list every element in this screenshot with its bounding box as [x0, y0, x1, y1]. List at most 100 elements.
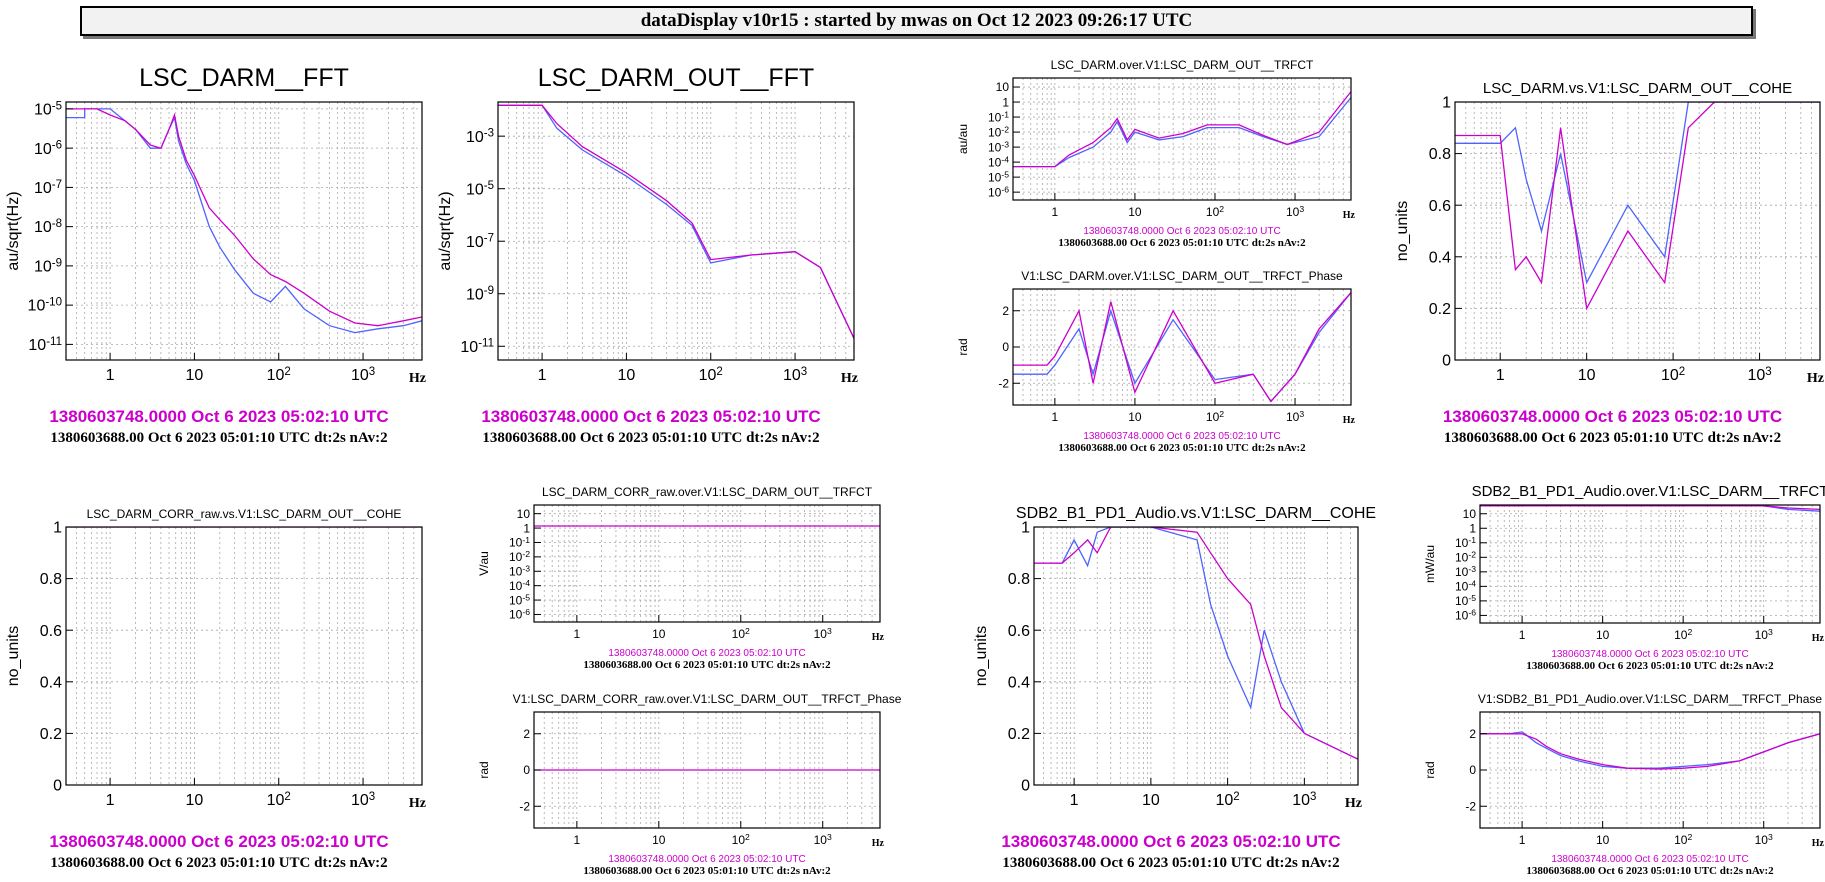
y-tick-label: 10-6: [509, 607, 530, 622]
y-tick-label: 10-2: [1455, 550, 1476, 565]
chart-timestamp: 1380603748.0000 Oct 6 2023 05:02:10 UTC: [1443, 407, 1782, 426]
x-tick-label: 1: [1052, 205, 1059, 219]
x-tick-label: 10: [652, 833, 666, 847]
plot-frame: [497, 101, 855, 361]
y-axis-label: au/au: [956, 124, 970, 154]
chart-title: V1:LSC_DARM_CORR_raw.over.V1:LSC_DARM_OU…: [513, 692, 902, 706]
chart-info: 1380603688.00 Oct 6 2023 05:01:10 UTC dt…: [1058, 442, 1306, 454]
x-tick-label: 1: [1519, 628, 1526, 642]
y-tick-label: 0: [1021, 778, 1030, 795]
x-tick-label: 103: [1292, 791, 1316, 809]
x-axis-label: Hz: [872, 632, 885, 643]
y-tick-label: 10-6: [988, 184, 1009, 199]
x-axis-label: Hz: [841, 371, 858, 386]
y-axis-label: no_units: [5, 626, 22, 687]
series-group: [1013, 292, 1351, 403]
y-tick-label: 10-5: [466, 180, 494, 198]
y-tick-label: -2: [998, 376, 1009, 390]
y-axis-label: rad: [956, 338, 970, 355]
grid-lines: [1033, 526, 1359, 786]
y-tick-label: 1: [53, 520, 62, 537]
chart-title: V1:SDB2_B1_PD1_Audio.over.V1:LSC_DARM__T…: [1478, 692, 1823, 706]
x-tick-label: 103: [1755, 832, 1773, 847]
y-tick-label: 2: [1469, 727, 1476, 741]
x-axis-label: Hz: [1343, 210, 1356, 221]
y-axis-label: no_units: [973, 626, 990, 687]
y-tick-label: 1: [523, 521, 530, 535]
chart-timestamp: 1380603748.0000 Oct 6 2023 05:02:10 UTC: [1001, 832, 1340, 851]
y-tick-label: 10-4: [988, 154, 1009, 169]
y-tick-label: 0: [1002, 340, 1009, 354]
y-tick-label: 10-9: [34, 257, 62, 275]
y-tick-label: 0: [1469, 763, 1476, 777]
y-tick-label: 10-4: [1455, 579, 1476, 594]
chart-title: SDB2_B1_PD1_Audio.over.V1:LSC_DARM__TRFC…: [1472, 483, 1825, 500]
series-line-magenta: [1455, 102, 1820, 311]
chart-info: 1380603688.00 Oct 6 2023 05:01:10 UTC dt…: [583, 865, 831, 877]
chart-info: 1380603688.00 Oct 6 2023 05:01:10 UTC dt…: [1002, 855, 1339, 871]
x-tick-label: 103: [783, 366, 807, 384]
grid-lines: [1454, 101, 1821, 361]
plot-frame: [1479, 504, 1821, 624]
series-line-blue: [66, 108, 422, 334]
x-tick-label: 1: [538, 367, 547, 384]
series-line-magenta: [1480, 505, 1820, 511]
y-tick-label: 0.6: [40, 623, 62, 640]
y-tick-label: 2: [1002, 304, 1009, 318]
y-tick-label: 0.6: [1008, 623, 1030, 640]
x-tick-label: 10: [1128, 205, 1142, 219]
chart-timestamp: 1380603748.0000 Oct 6 2023 05:02:10 UTC: [49, 407, 388, 426]
y-tick-label: 0: [1442, 353, 1451, 370]
grid-lines: [533, 505, 881, 622]
y-tick-label: 10-8: [34, 218, 62, 236]
x-tick-label: 102: [1216, 791, 1240, 809]
y-axis-label: V/au: [477, 551, 491, 576]
x-tick-label: 102: [699, 366, 723, 384]
x-tick-label: 10: [1596, 833, 1610, 847]
y-tick-label: 1: [1469, 521, 1476, 535]
series-line-blue: [1034, 527, 1358, 760]
x-tick-label: 103: [351, 791, 375, 809]
y-tick-label: 1: [1021, 520, 1030, 537]
series-line-magenta: [1034, 527, 1358, 760]
x-tick-label: 10: [1142, 792, 1160, 809]
x-axis-label: Hz: [1812, 633, 1825, 644]
y-tick-label: 0.4: [1429, 249, 1451, 266]
x-tick-label: 1: [106, 367, 115, 384]
chart-timestamp: 1380603748.0000 Oct 6 2023 05:02:10 UTC: [1551, 649, 1748, 660]
x-tick-label: 1: [1070, 792, 1079, 809]
chart-timestamp: 1380603748.0000 Oct 6 2023 05:02:10 UTC: [49, 832, 388, 851]
x-axis-label: Hz: [1812, 838, 1825, 849]
x-tick-label: 1: [1052, 410, 1059, 424]
y-tick-label: 2: [523, 727, 530, 741]
plot-frame: [1454, 101, 1821, 361]
chart-timestamp: 1380603748.0000 Oct 6 2023 05:02:10 UTC: [608, 648, 805, 659]
y-tick-label: 10-7: [34, 179, 62, 197]
y-tick-label: 0: [523, 763, 530, 777]
y-tick-label: 10-11: [28, 336, 62, 354]
y-tick-label: 10-1: [509, 535, 530, 550]
y-axis-label: no_units: [1394, 201, 1411, 262]
y-tick-label: 10-7: [466, 233, 494, 251]
x-tick-label: 1: [1519, 833, 1526, 847]
y-tick-label: 0.2: [40, 726, 62, 743]
grid-lines: [1012, 289, 1352, 405]
x-axis-label: Hz: [872, 838, 885, 849]
chart-panel: V1:LSC_DARM_CORR_raw.over.V1:LSC_DARM_OU…: [477, 692, 902, 877]
y-tick-label: 10-10: [28, 297, 62, 315]
chart-info: 1380603688.00 Oct 6 2023 05:01:10 UTC dt…: [50, 855, 387, 871]
chart-timestamp: 1380603748.0000 Oct 6 2023 05:02:10 UTC: [1083, 431, 1280, 442]
chart-title: LSC_DARM_CORR_raw.over.V1:LSC_DARM_OUT__…: [542, 485, 873, 499]
series-line-magenta: [1013, 91, 1351, 168]
chart-info: 1380603688.00 Oct 6 2023 05:01:10 UTC dt…: [1526, 865, 1774, 877]
y-tick-label: 10-9: [466, 285, 494, 303]
chart-title: SDB2_B1_PD1_Audio.vs.V1:LSC_DARM__COHE: [1016, 505, 1376, 522]
series-line-magenta: [66, 108, 422, 327]
y-tick-label: 10-5: [34, 100, 62, 118]
series-line-magenta: [498, 104, 854, 339]
series-group: [1480, 505, 1820, 512]
y-tick-label: 1: [1442, 95, 1451, 112]
y-tick-label: 0.6: [1429, 198, 1451, 215]
plot-frame: [1012, 77, 1352, 201]
